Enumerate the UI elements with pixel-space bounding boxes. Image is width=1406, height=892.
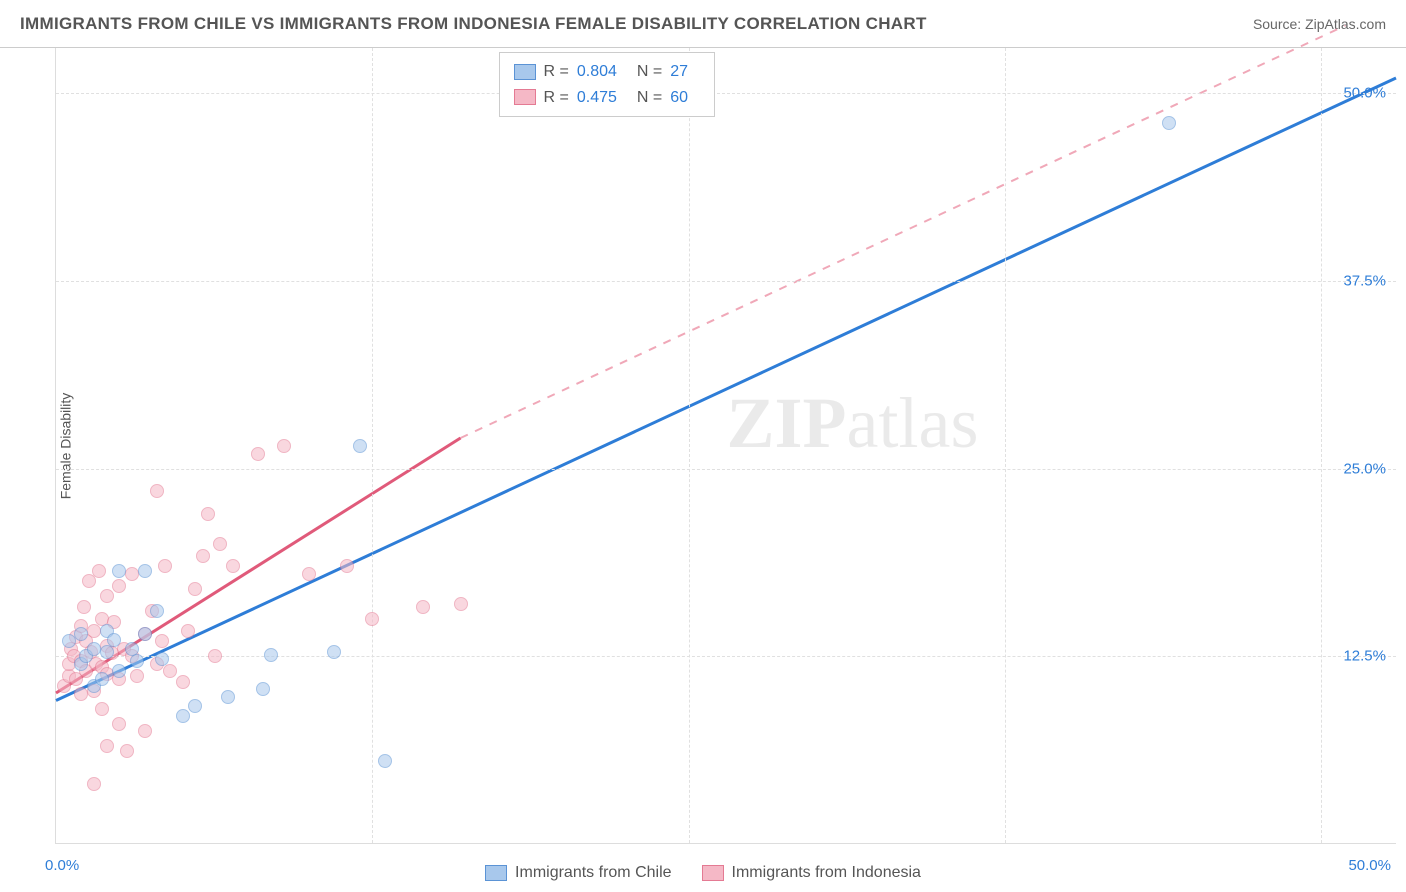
n-value-series-0: 27 bbox=[670, 59, 688, 85]
y-tick-label: 25.0% bbox=[1343, 460, 1386, 477]
n-label: N = bbox=[637, 59, 662, 85]
scatter-point bbox=[221, 690, 235, 704]
scatter-point bbox=[87, 777, 101, 791]
gridline-v bbox=[1321, 48, 1322, 843]
chart-title: IMMIGRANTS FROM CHILE VS IMMIGRANTS FROM… bbox=[20, 14, 927, 34]
source-label: Source: ZipAtlas.com bbox=[1253, 16, 1386, 32]
scatter-point bbox=[74, 627, 88, 641]
scatter-point bbox=[155, 652, 169, 666]
legend-item-series-0: Immigrants from Chile bbox=[485, 864, 671, 882]
scatter-point bbox=[226, 559, 240, 573]
correlation-row-series-0: R = 0.804 N = 27 bbox=[514, 59, 701, 85]
scatter-point bbox=[77, 600, 91, 614]
plot-area: ZIPatlas R = 0.804 N = 27 R = 0.475 N = … bbox=[55, 48, 1396, 844]
correlation-legend-box: R = 0.804 N = 27 R = 0.475 N = 60 bbox=[499, 52, 716, 117]
scatter-point bbox=[95, 672, 109, 686]
scatter-point bbox=[340, 559, 354, 573]
scatter-point bbox=[176, 675, 190, 689]
scatter-point bbox=[130, 654, 144, 668]
scatter-point bbox=[82, 574, 96, 588]
scatter-point bbox=[92, 564, 106, 578]
y-tick-label: 50.0% bbox=[1343, 85, 1386, 102]
legend-label-series-0: Immigrants from Chile bbox=[515, 864, 671, 882]
scatter-point bbox=[138, 564, 152, 578]
trend-lines-layer bbox=[56, 48, 1396, 843]
gridline-v bbox=[372, 48, 373, 843]
series-legend: Immigrants from Chile Immigrants from In… bbox=[0, 864, 1406, 882]
r-label: R = bbox=[544, 59, 569, 85]
scatter-point bbox=[150, 604, 164, 618]
scatter-point bbox=[188, 582, 202, 596]
legend-swatch-series-1 bbox=[514, 89, 536, 105]
y-tick-label: 37.5% bbox=[1343, 272, 1386, 289]
scatter-point bbox=[416, 600, 430, 614]
scatter-point bbox=[155, 634, 169, 648]
scatter-point bbox=[1162, 116, 1176, 130]
scatter-point bbox=[163, 664, 177, 678]
r-value-series-0: 0.804 bbox=[577, 59, 617, 85]
scatter-point bbox=[378, 754, 392, 768]
scatter-point bbox=[62, 634, 76, 648]
scatter-point bbox=[112, 717, 126, 731]
n-label: N = bbox=[637, 85, 662, 111]
scatter-point bbox=[87, 642, 101, 656]
scatter-point bbox=[100, 739, 114, 753]
scatter-point bbox=[158, 559, 172, 573]
legend-swatch-icon bbox=[702, 865, 724, 881]
scatter-point bbox=[196, 549, 210, 563]
scatter-point bbox=[201, 507, 215, 521]
scatter-point bbox=[138, 627, 152, 641]
legend-swatch-series-0 bbox=[514, 64, 536, 80]
scatter-point bbox=[138, 724, 152, 738]
scatter-point bbox=[302, 567, 316, 581]
chart-header: IMMIGRANTS FROM CHILE VS IMMIGRANTS FROM… bbox=[0, 0, 1406, 48]
gridline-h bbox=[56, 656, 1396, 657]
scatter-point bbox=[213, 537, 227, 551]
scatter-point bbox=[120, 744, 134, 758]
scatter-point bbox=[112, 564, 126, 578]
gridline-v bbox=[1005, 48, 1006, 843]
y-tick-label: 12.5% bbox=[1343, 648, 1386, 665]
scatter-point bbox=[454, 597, 468, 611]
n-value-series-1: 60 bbox=[670, 85, 688, 111]
r-value-series-1: 0.475 bbox=[577, 85, 617, 111]
scatter-point bbox=[181, 624, 195, 638]
correlation-row-series-1: R = 0.475 N = 60 bbox=[514, 85, 701, 111]
scatter-point bbox=[188, 699, 202, 713]
scatter-point bbox=[107, 633, 121, 647]
scatter-point bbox=[176, 709, 190, 723]
chart-container: IMMIGRANTS FROM CHILE VS IMMIGRANTS FROM… bbox=[0, 0, 1406, 892]
legend-item-series-1: Immigrants from Indonesia bbox=[702, 864, 921, 882]
scatter-point bbox=[365, 612, 379, 626]
scatter-point bbox=[208, 649, 222, 663]
scatter-point bbox=[130, 669, 144, 683]
scatter-point bbox=[353, 439, 367, 453]
scatter-point bbox=[100, 589, 114, 603]
scatter-point bbox=[256, 682, 270, 696]
scatter-point bbox=[100, 645, 114, 659]
gridline-v bbox=[689, 48, 690, 843]
gridline-h bbox=[56, 469, 1396, 470]
scatter-point bbox=[112, 579, 126, 593]
trend-line bbox=[56, 78, 1396, 701]
scatter-point bbox=[150, 484, 164, 498]
legend-label-series-1: Immigrants from Indonesia bbox=[732, 864, 921, 882]
scatter-point bbox=[112, 664, 126, 678]
scatter-point bbox=[251, 447, 265, 461]
r-label: R = bbox=[544, 85, 569, 111]
gridline-h bbox=[56, 93, 1396, 94]
scatter-point bbox=[95, 702, 109, 716]
scatter-point bbox=[277, 439, 291, 453]
scatter-point bbox=[327, 645, 341, 659]
legend-swatch-icon bbox=[485, 865, 507, 881]
gridline-h bbox=[56, 281, 1396, 282]
scatter-point bbox=[264, 648, 278, 662]
